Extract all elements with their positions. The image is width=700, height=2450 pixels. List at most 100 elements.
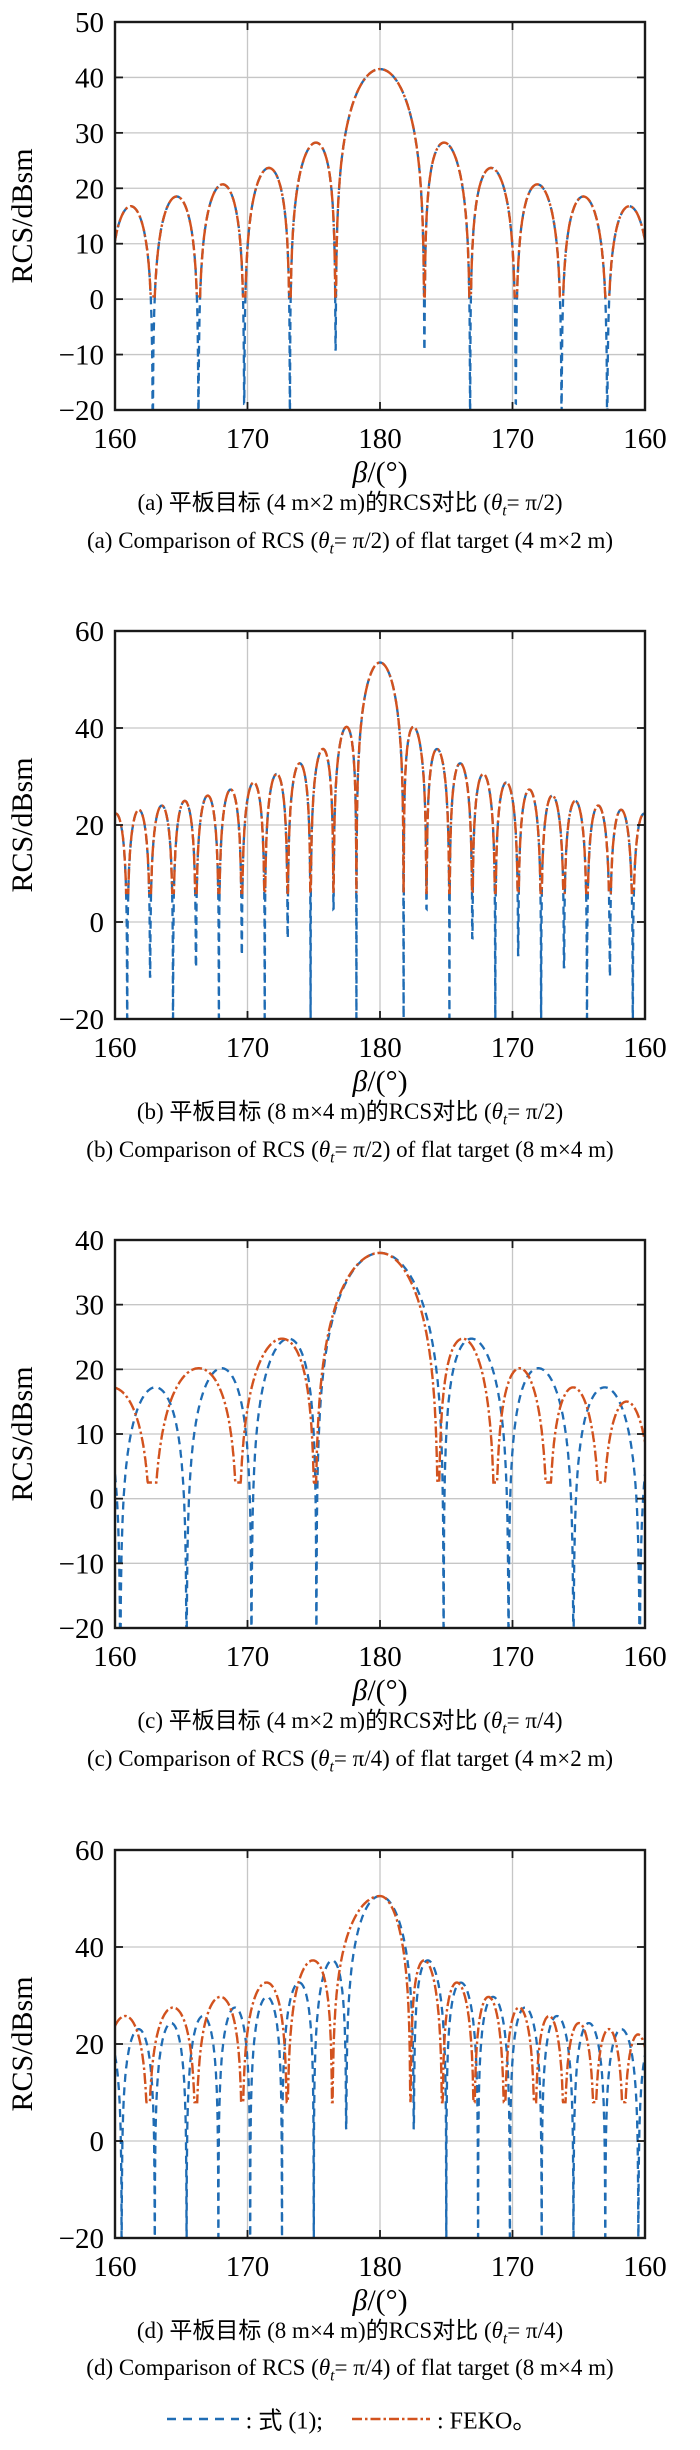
x-tick-label: 160 [623,2251,667,2283]
y-tick-label: 0 [90,907,105,939]
x-tick-label: 160 [93,423,137,455]
y-tick-label: 40 [75,1932,104,1964]
y-tick-label: 20 [75,2029,104,2061]
x-tick-label: 180 [358,1641,402,1673]
y-tick-labels: 40 30 20 10 0 −10 −20 [59,1226,104,1645]
caption-en-a: (a) Comparison of RCS (θt= π/2) of flat … [86,527,614,558]
chart-block-d: 60 40 20 0 −20 160 170 180 170 160 RCS/dBsm β/(°) (… [0,1836,700,2391]
y-axis-label: RCS/dBsm [6,758,39,893]
x-tick-label: 170 [491,1032,535,1064]
y-tick-label: −20 [59,2223,104,2255]
x-axis-label: β/(°) [351,1674,407,1706]
theta-symbol: θ [318,527,330,553]
gridlines [115,1849,645,2238]
y-tick-label: 40 [75,62,104,94]
theta-symbol: θ [490,490,503,515]
x-tick-label: 170 [491,423,535,455]
caption-en-d: (d) Comparison of RCS (θt= π/4) of flat … [86,2355,614,2385]
y-tick-label: 0 [90,1484,105,1516]
x-axis-label: β/(°) [351,2284,407,2316]
y-tick-label: 20 [75,1355,104,1387]
series-curve-feko [115,661,645,895]
theta-symbol: θ [491,1099,503,1125]
y-axis-label: RCS/dBsm [6,148,39,283]
x-tick-label: 160 [623,1641,667,1673]
caption-zh-d: (d) 平板目标 (8 m×4 m)的RCS对比 (θt= π/4) [136,2317,564,2348]
x-tick-labels: 160 170 180 170 160 [93,423,667,455]
x-tick-label: 170 [226,423,270,455]
y-tick-label: 20 [75,173,104,205]
series-curves [115,67,645,410]
y-tick-label: −20 [59,1004,104,1036]
x-tick-label: 180 [358,423,402,455]
tick-marks [114,1239,646,1630]
series-curves [115,1252,645,1629]
tick-marks [114,1848,646,2239]
x-tick-label: 170 [226,1641,270,1673]
legend-dashdot-line-icon [351,2417,430,2421]
y-tick-labels: 60 40 20 0 −20 [59,1836,104,2255]
x-axis-label: β/(°) [351,1065,407,1097]
x-tick-labels: 160 170 180 170 160 [93,1641,667,1673]
x-tick-labels: 160 170 180 170 160 [93,2251,667,2283]
y-tick-labels: 50 40 30 20 10 0 −10 −20 [59,8,104,427]
x-tick-label: 170 [226,1032,270,1064]
series-curve-feko [115,67,645,298]
series-curves [115,1894,645,2238]
y-tick-label: 0 [90,2126,105,2158]
chart-block-b: 60 40 20 0 −20 160 170 180 170 160 RCS/dBsm β/(°) (… [0,617,700,1172]
y-tick-label: 50 [75,8,104,39]
theta-symbol: θ [490,1708,503,1734]
caption-zh-b: (b) 平板目标 (8 m×4 m)的RCS对比 (θt= π/2) [136,1099,564,1129]
rcs-figure: 50 40 30 20 10 0 −10 −20 160 170 180 170 160 RCS/dBsm… [0,8,700,2450]
y-tick-label: 40 [75,713,104,745]
theta-symbol: θ [491,2317,503,2343]
x-tick-label: 160 [93,1032,137,1064]
y-tick-label: −20 [59,395,104,427]
gridlines [115,631,645,1020]
y-tick-label: 0 [90,284,105,316]
figure-legend: : 式 (1); : FEKO。 [0,2399,700,2450]
x-tick-label: 170 [226,2251,270,2283]
chart-block-a: 50 40 30 20 10 0 −10 −20 160 170 180 170 160 RCS/dBsm… [0,8,700,563]
theta-symbol: θ [318,2355,331,2381]
y-axis-label: RCS/dBsm [6,1976,39,2111]
y-tick-label: 60 [75,1836,104,1867]
caption-en-c: (c) Comparison of RCS (θt= π/4) of flat … [86,1745,614,1776]
x-tick-label: 160 [93,2251,137,2283]
tick-marks [114,630,646,1021]
theta-symbol: θ [318,1136,331,1162]
y-tick-label: 10 [75,229,104,261]
x-axis-label: β/(°) [351,456,407,488]
y-tick-label: 10 [75,1419,104,1451]
theta-symbol: θ [318,1745,330,1771]
gridlines [115,22,645,410]
legend-label-eq1: : 式 (1); [245,2408,323,2435]
chart-block-c: 40 30 20 10 0 −10 −20 160 170 180 170 160 RCS/dBsm β/… [0,1226,700,1781]
series-curve-feko [115,1894,645,2103]
caption-zh-c: (c) 平板目标 (4 m×2 m)的RCS对比 (θt= π/4) [137,1708,563,1738]
series-curve-feko [115,1252,645,1485]
x-tick-label: 170 [491,1641,535,1673]
x-tick-label: 170 [491,2251,535,2283]
y-tick-label: −10 [59,340,104,372]
y-tick-label: −10 [59,1549,104,1581]
legend-label-feko: : FEKO。 [436,2408,537,2435]
caption-en-b: (b) Comparison of RCS (θt= π/2) of flat … [86,1136,614,1167]
caption-zh-a: (a) 平板目标 (4 m×2 m)的RCS对比 (θt= π/2) [137,490,563,520]
y-tick-label: 20 [75,810,104,842]
x-tick-label: 160 [623,423,667,455]
legend-dashed-line-icon [166,2417,239,2421]
y-axis-label: RCS/dBsm [6,1367,39,1502]
y-tick-label: 30 [75,1290,104,1322]
y-tick-labels: 60 40 20 0 −20 [59,617,104,1036]
y-tick-label: 60 [75,617,104,648]
gridlines [115,1240,645,1629]
y-tick-label: 40 [75,1226,104,1257]
x-tick-label: 160 [93,1641,137,1673]
y-tick-label: −20 [59,1613,104,1645]
